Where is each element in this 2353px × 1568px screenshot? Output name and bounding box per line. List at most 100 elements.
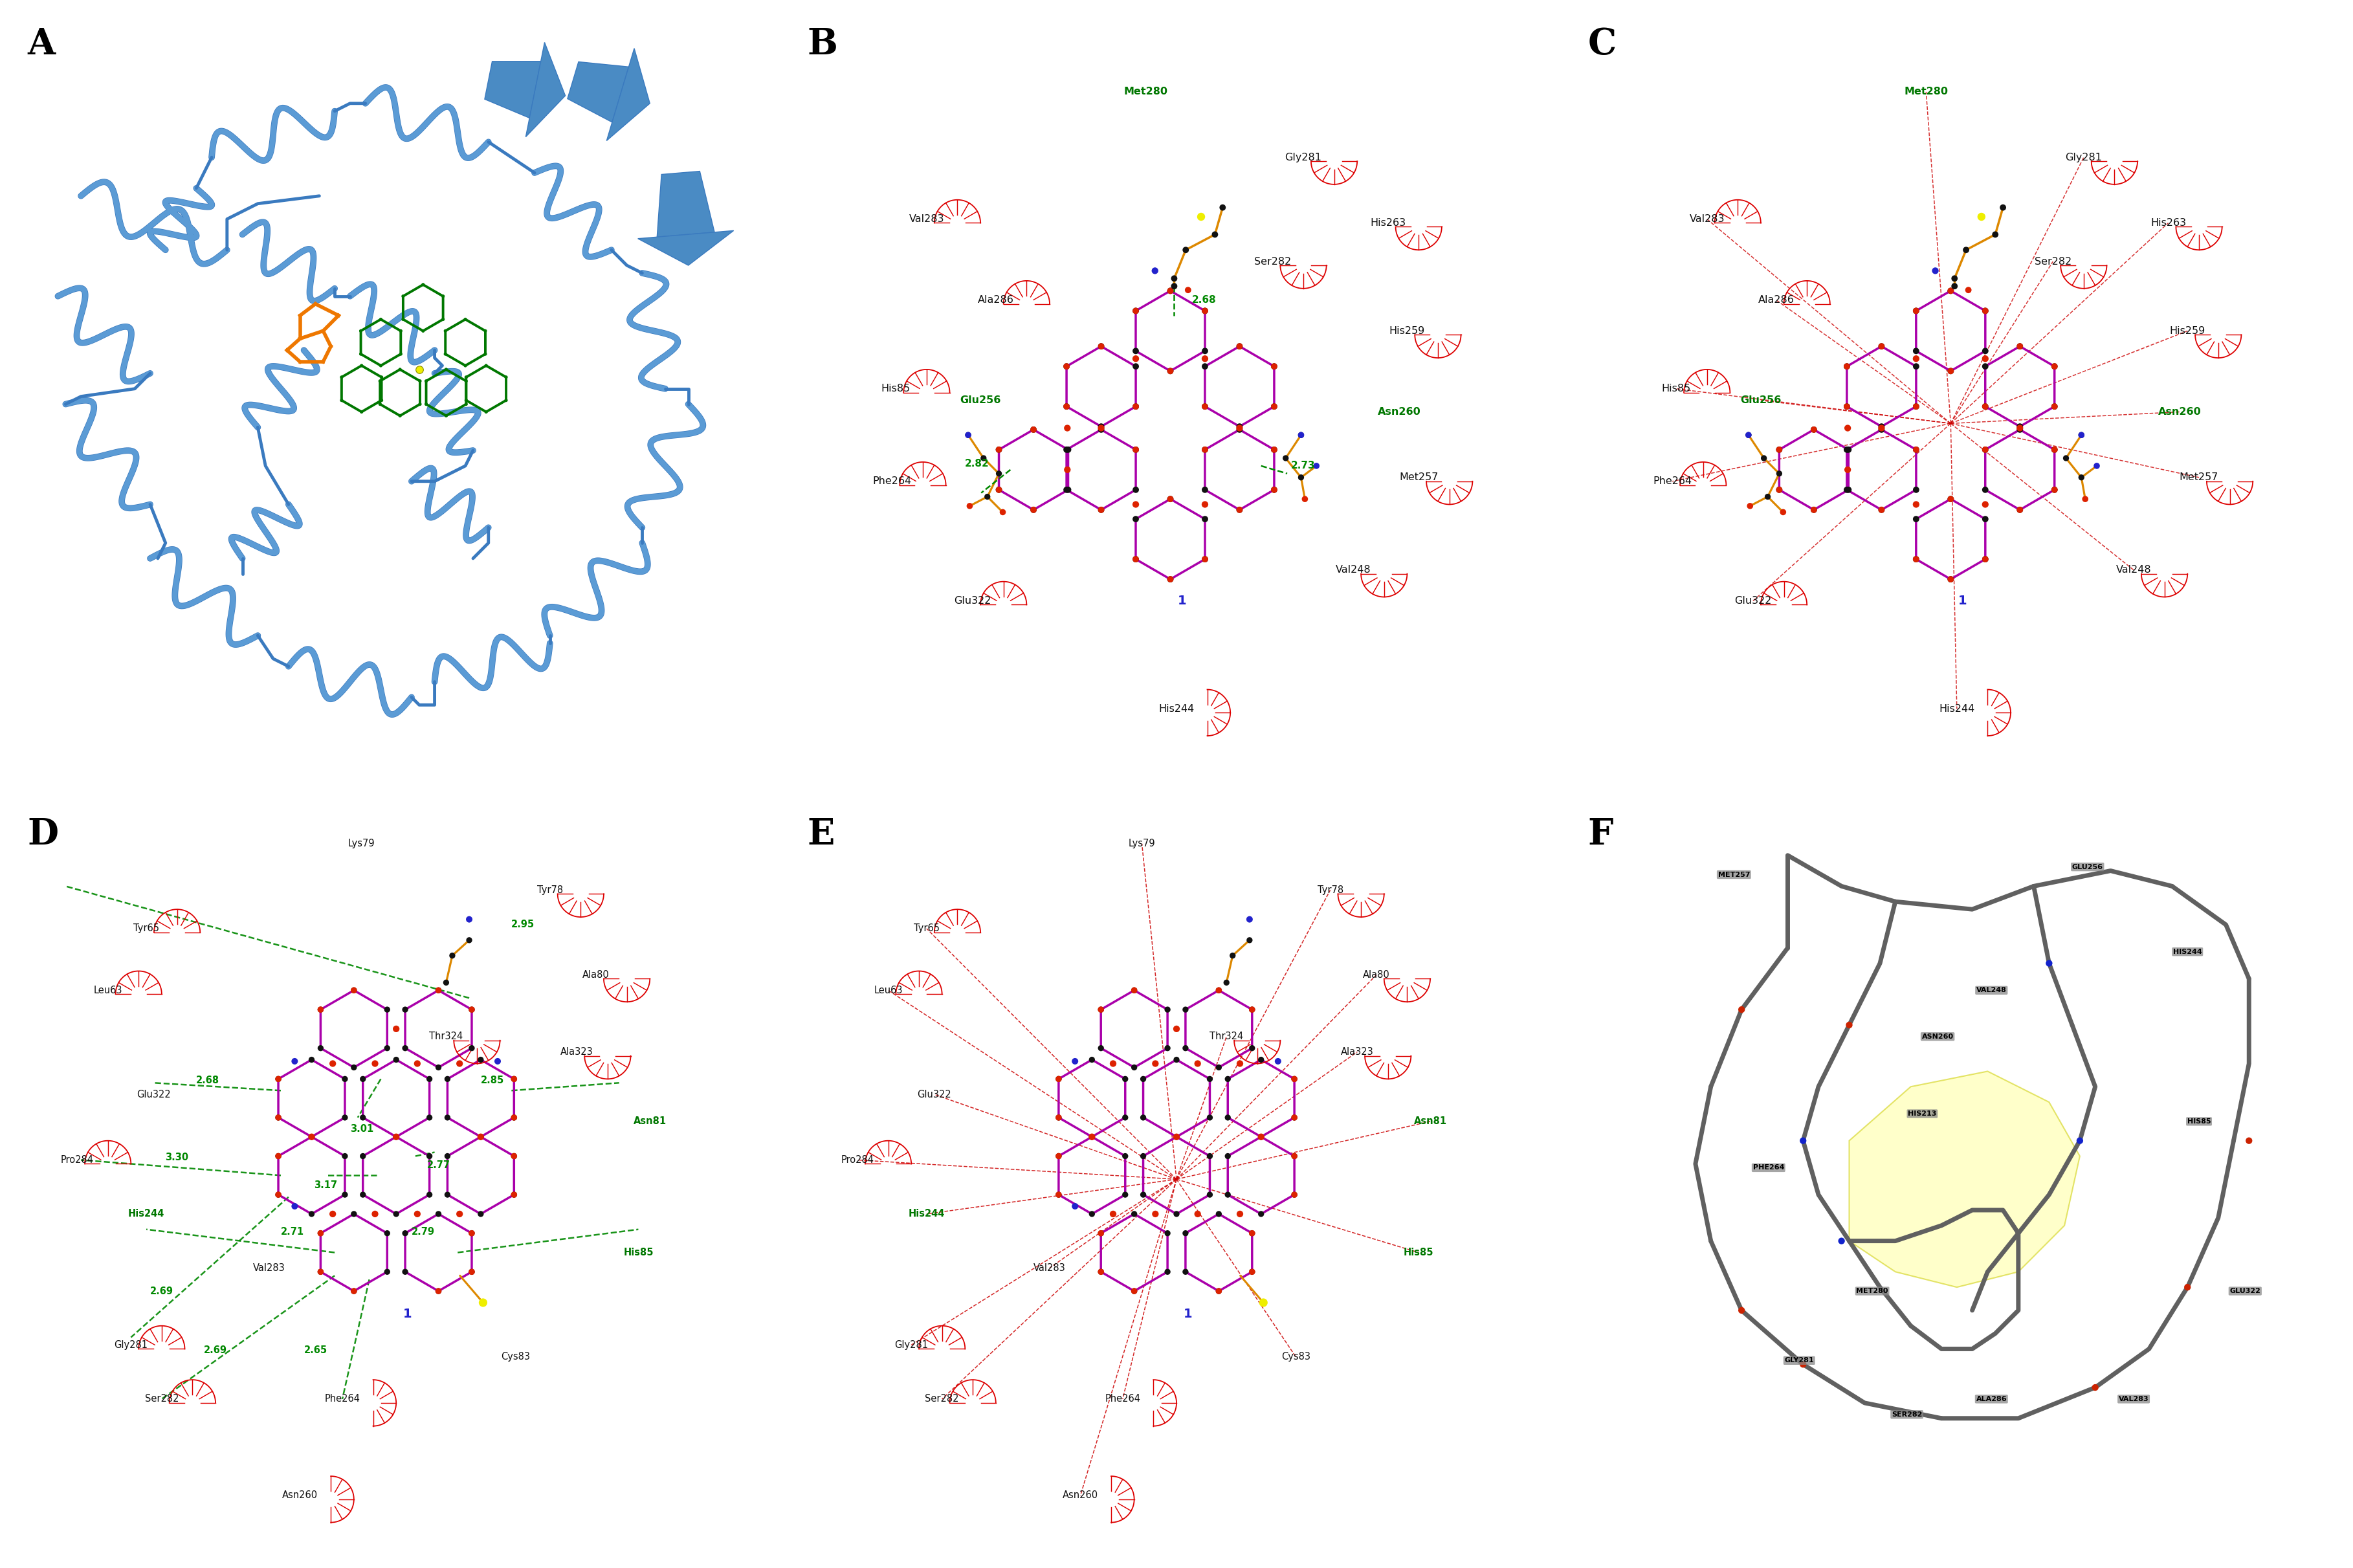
Point <box>1932 566 1969 591</box>
Point <box>1073 1124 1111 1149</box>
Point <box>381 342 419 367</box>
Text: 2.69: 2.69 <box>205 1345 228 1355</box>
Point <box>1169 278 1207 303</box>
Text: GLU256: GLU256 <box>2073 864 2104 870</box>
Point <box>2231 1127 2268 1152</box>
Text: His85: His85 <box>1661 384 1692 394</box>
Point <box>1118 394 1155 419</box>
Text: ASN260: ASN260 <box>1922 1033 1953 1040</box>
Text: HIS244: HIS244 <box>2172 949 2202 955</box>
Point <box>1040 1105 1078 1131</box>
Point <box>1932 278 1969 303</box>
Text: 2.68: 2.68 <box>1193 295 1217 304</box>
Text: 2.79: 2.79 <box>412 1226 435 1237</box>
Text: PHE264: PHE264 <box>1753 1165 1784 1171</box>
Point <box>494 1143 532 1168</box>
Point <box>398 1051 435 1076</box>
Point <box>494 1182 532 1207</box>
Polygon shape <box>1849 1071 2080 1287</box>
Point <box>2035 477 2073 502</box>
Point <box>494 1066 532 1091</box>
Point <box>428 1105 466 1131</box>
Text: 2.73: 2.73 <box>1292 461 1315 470</box>
Text: Asn260: Asn260 <box>282 1491 318 1501</box>
Text: His263: His263 <box>1369 218 1405 227</box>
Point <box>1148 1221 1186 1247</box>
Point <box>1221 497 1259 522</box>
Point <box>334 1278 372 1303</box>
Point <box>1155 267 1193 292</box>
Point <box>461 1124 499 1149</box>
Point <box>948 422 986 447</box>
Point <box>1967 394 2005 419</box>
Point <box>327 1066 365 1091</box>
Point <box>1186 477 1224 502</box>
Point <box>1221 334 1259 359</box>
Text: Cys83: Cys83 <box>501 1352 529 1361</box>
Text: HIS213: HIS213 <box>1908 1110 1937 1116</box>
Point <box>1040 1105 1078 1131</box>
Point <box>1047 437 1085 463</box>
Point <box>355 1201 393 1226</box>
Point <box>951 494 988 519</box>
Text: Val248: Val248 <box>2115 564 2151 575</box>
Point <box>1242 1124 1280 1149</box>
Point <box>1186 298 1224 323</box>
Point <box>1151 486 1188 511</box>
Text: Ala323: Ala323 <box>1341 1047 1374 1057</box>
Point <box>327 1182 365 1207</box>
Text: His244: His244 <box>908 1209 946 1218</box>
Point <box>424 307 461 332</box>
Text: Ala80: Ala80 <box>584 971 609 980</box>
Point <box>1795 497 1833 522</box>
Point <box>1082 417 1120 442</box>
Point <box>1179 1201 1217 1226</box>
Point <box>1047 394 1085 419</box>
Text: 1: 1 <box>1958 594 1967 607</box>
Point <box>275 1193 313 1218</box>
Point <box>1275 1143 1313 1168</box>
Point <box>1231 928 1268 953</box>
Point <box>1967 547 2005 572</box>
Text: ALA286: ALA286 <box>1977 1396 2007 1402</box>
Point <box>428 1143 466 1168</box>
Point <box>419 1055 456 1080</box>
Point <box>334 1278 372 1303</box>
Point <box>1275 1143 1313 1168</box>
Text: 2.95: 2.95 <box>511 920 534 930</box>
Text: Gly281: Gly281 <box>894 1341 927 1350</box>
Point <box>1831 437 1868 463</box>
Point <box>428 358 466 383</box>
Point <box>376 1016 414 1041</box>
Point <box>1967 506 2005 532</box>
Point <box>362 387 400 412</box>
Text: Leu63: Leu63 <box>94 985 122 996</box>
Point <box>1186 394 1224 419</box>
Point <box>1967 339 2005 364</box>
Point <box>1047 477 1085 502</box>
Point <box>428 403 466 428</box>
Point <box>981 477 1019 502</box>
Point <box>1242 1047 1280 1073</box>
Polygon shape <box>607 49 649 141</box>
Point <box>1106 1143 1144 1168</box>
Point <box>386 1035 424 1060</box>
Point <box>1158 1016 1195 1041</box>
Point <box>376 1201 414 1226</box>
Point <box>1828 354 1866 379</box>
Point <box>1056 1049 1094 1074</box>
Point <box>1932 359 1969 384</box>
Point <box>447 387 485 412</box>
Point <box>1186 547 1224 572</box>
Point <box>461 1047 499 1073</box>
Text: His259: His259 <box>1388 326 1426 336</box>
Point <box>1082 1221 1120 1247</box>
Text: Leu63: Leu63 <box>873 985 904 996</box>
Point <box>341 342 379 367</box>
Text: 2.77: 2.77 <box>426 1160 449 1170</box>
Text: Asn260: Asn260 <box>2158 408 2202 417</box>
Point <box>384 284 421 309</box>
Point <box>1047 394 1085 419</box>
Point <box>1828 394 1866 419</box>
Point <box>2035 437 2073 463</box>
